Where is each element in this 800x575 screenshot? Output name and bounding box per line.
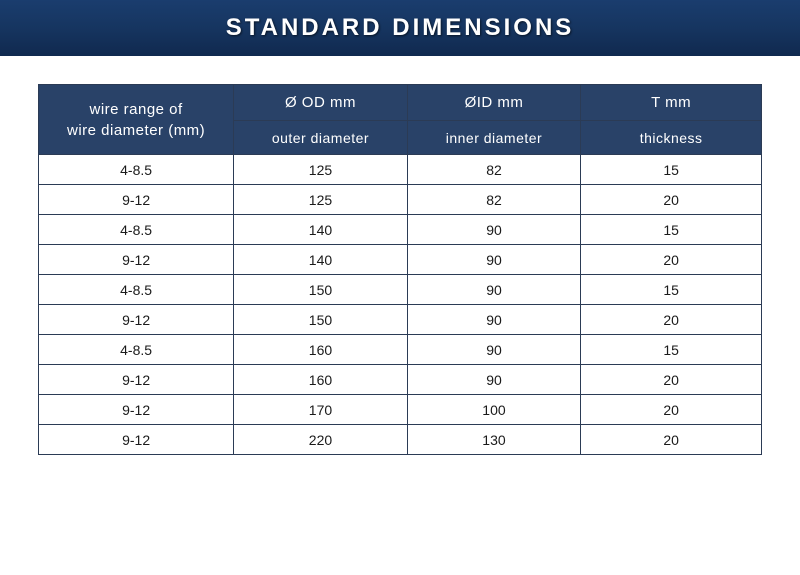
table-row: 4-8.5 150 90 15 [39, 275, 762, 305]
cell-t: 20 [581, 305, 762, 335]
cell-od: 140 [234, 245, 408, 275]
header-wire-range: wire range of wire diameter (mm) [39, 85, 234, 155]
cell-id: 82 [407, 185, 581, 215]
cell-t: 15 [581, 155, 762, 185]
cell-od: 125 [234, 155, 408, 185]
cell-od: 160 [234, 335, 408, 365]
cell-t: 20 [581, 395, 762, 425]
table-container: wire range of wire diameter (mm) Ø OD mm… [0, 56, 800, 455]
header-id-top: ØID mm [407, 85, 581, 121]
cell-id: 90 [407, 275, 581, 305]
cell-range: 9-12 [39, 365, 234, 395]
cell-range: 4-8.5 [39, 215, 234, 245]
cell-id: 82 [407, 155, 581, 185]
cell-od: 150 [234, 275, 408, 305]
cell-id: 100 [407, 395, 581, 425]
cell-t: 20 [581, 425, 762, 455]
cell-range: 4-8.5 [39, 155, 234, 185]
table-row: 4-8.5 125 82 15 [39, 155, 762, 185]
cell-od: 140 [234, 215, 408, 245]
cell-range: 4-8.5 [39, 275, 234, 305]
table-row: 4-8.5 140 90 15 [39, 215, 762, 245]
cell-t: 15 [581, 335, 762, 365]
table-body: 4-8.5 125 82 15 9-12 125 82 20 4-8.5 140… [39, 155, 762, 455]
cell-od: 160 [234, 365, 408, 395]
table-row: 9-12 220 130 20 [39, 425, 762, 455]
title-banner: STANDARD DIMENSIONS [0, 0, 800, 56]
cell-t: 20 [581, 365, 762, 395]
table-row: 9-12 140 90 20 [39, 245, 762, 275]
page-title: STANDARD DIMENSIONS [226, 14, 575, 42]
cell-t: 15 [581, 215, 762, 245]
cell-id: 90 [407, 335, 581, 365]
cell-t: 20 [581, 245, 762, 275]
header-od-top: Ø OD mm [234, 85, 408, 121]
table-row: 9-12 125 82 20 [39, 185, 762, 215]
cell-od: 150 [234, 305, 408, 335]
cell-id: 90 [407, 365, 581, 395]
cell-range: 9-12 [39, 395, 234, 425]
cell-range: 9-12 [39, 425, 234, 455]
cell-range: 9-12 [39, 185, 234, 215]
table-row: 9-12 170 100 20 [39, 395, 762, 425]
header-t-top: T mm [581, 85, 762, 121]
cell-range: 9-12 [39, 305, 234, 335]
cell-id: 90 [407, 305, 581, 335]
cell-range: 4-8.5 [39, 335, 234, 365]
table-row: 4-8.5 160 90 15 [39, 335, 762, 365]
dimensions-table: wire range of wire diameter (mm) Ø OD mm… [38, 84, 762, 455]
header-od-sub: outer diameter [234, 121, 408, 155]
header-id-sub: inner diameter [407, 121, 581, 155]
table-header: wire range of wire diameter (mm) Ø OD mm… [39, 85, 762, 155]
cell-id: 90 [407, 245, 581, 275]
cell-od: 125 [234, 185, 408, 215]
header-wire-range-line1: wire range of [89, 101, 182, 118]
header-t-sub: thickness [581, 121, 762, 155]
cell-id: 130 [407, 425, 581, 455]
cell-t: 15 [581, 275, 762, 305]
cell-t: 20 [581, 185, 762, 215]
cell-id: 90 [407, 215, 581, 245]
table-row: 9-12 150 90 20 [39, 305, 762, 335]
header-wire-range-line2: wire diameter (mm) [67, 122, 205, 139]
cell-od: 220 [234, 425, 408, 455]
table-row: 9-12 160 90 20 [39, 365, 762, 395]
cell-range: 9-12 [39, 245, 234, 275]
cell-od: 170 [234, 395, 408, 425]
